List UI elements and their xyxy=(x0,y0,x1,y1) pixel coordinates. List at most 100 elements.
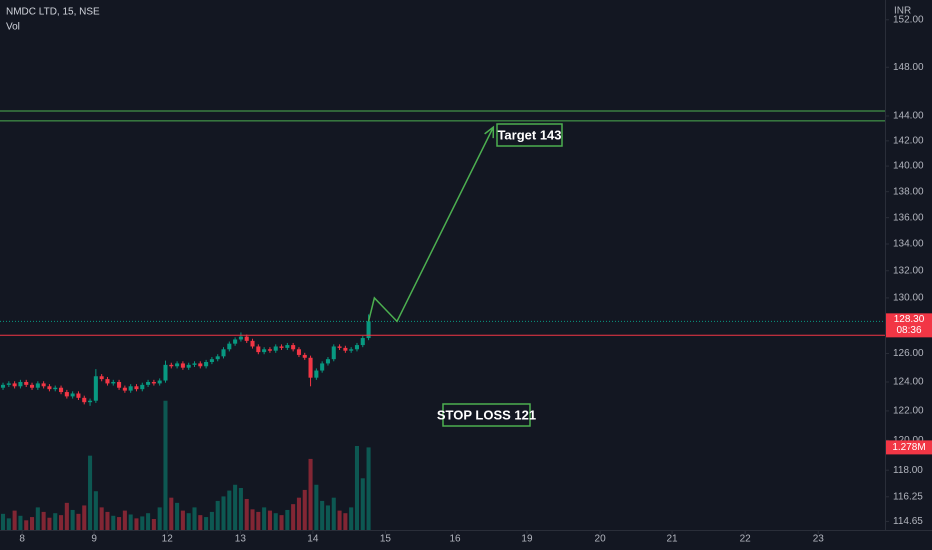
volume-bar xyxy=(308,458,313,530)
candle-body xyxy=(279,346,284,348)
volume-bar xyxy=(360,478,365,530)
volume-bar xyxy=(59,515,64,530)
candle-body xyxy=(186,364,191,368)
volume-bar xyxy=(35,507,40,530)
candle-body xyxy=(53,387,58,390)
y-tick-label: 144.00 xyxy=(893,111,924,122)
volume-bar xyxy=(337,510,342,530)
volume-bar xyxy=(296,497,301,530)
currency-label: INR xyxy=(894,6,911,17)
candle-body xyxy=(99,376,104,380)
candle-body xyxy=(117,381,122,388)
volume-bar xyxy=(93,491,98,530)
candle-body xyxy=(29,384,35,388)
candle-body xyxy=(198,363,203,367)
volume-bar xyxy=(285,509,290,530)
candle-body xyxy=(267,349,272,351)
candle-body xyxy=(157,380,162,384)
volume-bar xyxy=(122,510,127,530)
y-tick-label: 130.00 xyxy=(893,293,924,304)
y-tick-label: 124.00 xyxy=(893,377,924,388)
volume-bar xyxy=(175,502,180,530)
volume-bar xyxy=(76,513,81,530)
y-tick-label: 116.25 xyxy=(893,491,923,502)
volume-bar xyxy=(238,487,243,530)
price-countdown: 08:36 xyxy=(896,325,921,336)
volume-bar xyxy=(267,510,272,530)
volume-bar xyxy=(12,510,17,530)
volume-bar xyxy=(366,447,371,530)
candle-body xyxy=(296,349,301,355)
volume-bar xyxy=(151,519,156,530)
candle-body xyxy=(18,381,23,387)
volume-label: Vol xyxy=(6,22,20,33)
candle-body xyxy=(209,359,214,363)
candle-body xyxy=(151,381,156,384)
candle-body xyxy=(12,383,17,387)
y-tick-label: 138.00 xyxy=(893,186,924,197)
candle-body xyxy=(215,356,220,360)
annotation-text: STOP LOSS 121 xyxy=(437,407,536,422)
candle-body xyxy=(24,381,29,385)
candle-body xyxy=(273,346,278,351)
volume-bar xyxy=(70,509,75,530)
y-tick-label: 126.00 xyxy=(893,348,924,359)
volume-bar xyxy=(215,500,220,530)
candle-body xyxy=(105,379,110,384)
x-tick-label: 8 xyxy=(19,534,25,545)
volume-tag xyxy=(886,440,932,455)
volume-bar xyxy=(244,498,249,530)
candle-body xyxy=(360,338,365,346)
candle-body xyxy=(192,363,197,365)
x-tick-label: 20 xyxy=(595,534,607,545)
y-tick-label: 118.00 xyxy=(893,465,923,476)
x-tick-label: 14 xyxy=(307,534,319,545)
volume-bar xyxy=(314,484,319,530)
candle-body xyxy=(134,386,139,390)
candle-body xyxy=(314,370,319,378)
volume-bar xyxy=(163,400,168,530)
candle-body xyxy=(41,383,46,387)
candle-body xyxy=(88,400,93,403)
x-tick-label: 15 xyxy=(380,534,392,545)
volume-bar xyxy=(18,515,23,530)
candle-body xyxy=(122,387,127,391)
volume-bar xyxy=(262,507,267,530)
candle-body xyxy=(302,354,307,358)
volume-bar xyxy=(134,518,139,530)
volume-bar xyxy=(41,511,46,530)
candle-body xyxy=(93,376,98,401)
volume-bar xyxy=(227,490,232,530)
candle-body xyxy=(180,363,185,368)
volume-bar xyxy=(105,511,110,530)
y-tick-label: 132.00 xyxy=(893,265,924,276)
candle-body xyxy=(325,359,330,364)
volume-bar xyxy=(140,516,145,530)
candle-body xyxy=(291,345,296,350)
volume-bar xyxy=(250,509,255,530)
volume-bar xyxy=(111,515,116,530)
candle-body xyxy=(146,381,151,385)
x-tick-label: 16 xyxy=(449,534,461,545)
candle-body xyxy=(64,392,69,397)
candle-body xyxy=(331,346,336,360)
candle-body xyxy=(175,363,180,367)
volume-bar xyxy=(24,520,29,530)
y-tick-label: 140.00 xyxy=(893,161,924,172)
candle-body xyxy=(169,364,174,367)
volume-bar xyxy=(349,507,354,530)
volume-bar xyxy=(291,504,296,530)
volume-bar xyxy=(128,514,133,530)
target-arrow xyxy=(367,126,495,323)
x-tick-label: 13 xyxy=(235,534,247,545)
volume-bar xyxy=(256,511,261,530)
candle-body xyxy=(111,381,116,384)
candle-body xyxy=(349,349,354,351)
volume-bar xyxy=(47,517,52,530)
candle-body xyxy=(0,384,6,388)
candle-body xyxy=(70,393,75,397)
volume-bar xyxy=(221,496,226,530)
y-tick-label: 148.00 xyxy=(893,62,924,73)
volume-bar xyxy=(302,489,307,530)
